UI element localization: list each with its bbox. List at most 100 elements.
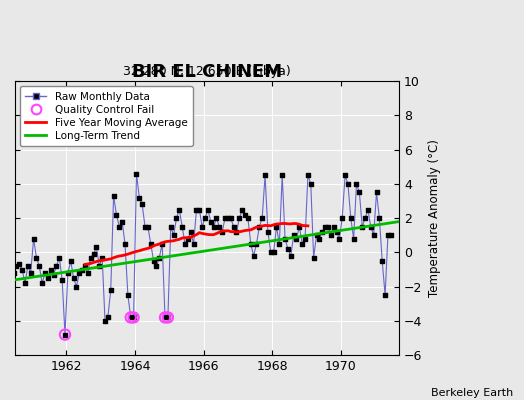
- Point: [15, 261, 24, 268]
- Point: [192, 206, 201, 213]
- Point: [301, 236, 309, 242]
- Point: [72, 284, 81, 290]
- Point: [307, 181, 315, 187]
- Point: [312, 232, 321, 238]
- Point: [324, 224, 332, 230]
- Point: [283, 246, 292, 252]
- Point: [172, 215, 181, 221]
- Point: [38, 280, 46, 286]
- Point: [161, 314, 169, 321]
- Point: [298, 241, 307, 247]
- Point: [315, 236, 323, 242]
- Point: [341, 172, 350, 178]
- Point: [138, 201, 146, 208]
- Point: [218, 229, 226, 235]
- Point: [350, 236, 358, 242]
- Point: [281, 236, 289, 242]
- Point: [295, 224, 303, 230]
- Point: [210, 224, 218, 230]
- Point: [304, 172, 312, 178]
- Point: [264, 229, 272, 235]
- Point: [147, 241, 155, 247]
- Point: [267, 249, 275, 256]
- Point: [318, 229, 326, 235]
- Point: [29, 236, 38, 242]
- Point: [61, 331, 69, 338]
- Point: [358, 224, 366, 230]
- Point: [292, 236, 301, 242]
- Point: [4, 258, 12, 264]
- Point: [169, 232, 178, 238]
- Point: [204, 206, 212, 213]
- Point: [181, 241, 189, 247]
- Point: [127, 314, 135, 321]
- Point: [384, 232, 392, 238]
- Point: [249, 253, 258, 259]
- Point: [55, 254, 63, 261]
- Point: [90, 251, 98, 257]
- Point: [221, 215, 229, 221]
- Point: [18, 266, 26, 273]
- Point: [129, 314, 138, 321]
- Point: [141, 224, 149, 230]
- Point: [124, 292, 132, 298]
- Point: [129, 314, 138, 321]
- Point: [198, 224, 206, 230]
- Point: [104, 314, 112, 321]
- Point: [238, 206, 246, 213]
- Point: [175, 206, 183, 213]
- Point: [195, 206, 203, 213]
- Point: [149, 258, 158, 264]
- Point: [158, 241, 167, 247]
- Point: [61, 331, 69, 338]
- Point: [352, 181, 361, 187]
- Point: [235, 215, 244, 221]
- Point: [75, 270, 83, 276]
- Point: [310, 254, 318, 261]
- Point: [155, 254, 163, 261]
- Point: [224, 215, 232, 221]
- Point: [41, 270, 49, 276]
- Point: [206, 218, 215, 225]
- Point: [161, 314, 169, 321]
- Point: [387, 232, 395, 238]
- Point: [201, 215, 209, 221]
- Point: [27, 270, 35, 276]
- Point: [84, 270, 92, 276]
- Point: [244, 215, 252, 221]
- Point: [9, 270, 18, 276]
- Point: [367, 224, 375, 230]
- Point: [106, 287, 115, 293]
- Point: [6, 266, 15, 273]
- Point: [326, 232, 335, 238]
- Point: [95, 263, 103, 269]
- Point: [369, 232, 378, 238]
- Point: [12, 263, 20, 269]
- Point: [375, 215, 384, 221]
- Point: [355, 189, 364, 196]
- Point: [344, 181, 352, 187]
- Point: [167, 224, 175, 230]
- Point: [121, 241, 129, 247]
- Legend: Raw Monthly Data, Quality Control Fail, Five Year Moving Average, Long-Term Tren: Raw Monthly Data, Quality Control Fail, …: [20, 86, 192, 146]
- Point: [69, 275, 78, 281]
- Point: [230, 224, 238, 230]
- Point: [47, 266, 55, 273]
- Point: [0, 263, 6, 269]
- Point: [132, 170, 140, 177]
- Point: [381, 292, 389, 298]
- Y-axis label: Temperature Anomaly (°C): Temperature Anomaly (°C): [428, 139, 441, 297]
- Point: [127, 314, 135, 321]
- Point: [232, 229, 241, 235]
- Point: [1, 275, 9, 281]
- Point: [241, 212, 249, 218]
- Point: [247, 241, 255, 247]
- Point: [178, 224, 187, 230]
- Point: [101, 318, 109, 324]
- Point: [258, 215, 266, 221]
- Point: [144, 224, 152, 230]
- Text: 32.280 N, 12.650 E (Libya): 32.280 N, 12.650 E (Libya): [123, 66, 291, 78]
- Point: [98, 254, 106, 261]
- Point: [32, 254, 41, 261]
- Point: [378, 258, 386, 264]
